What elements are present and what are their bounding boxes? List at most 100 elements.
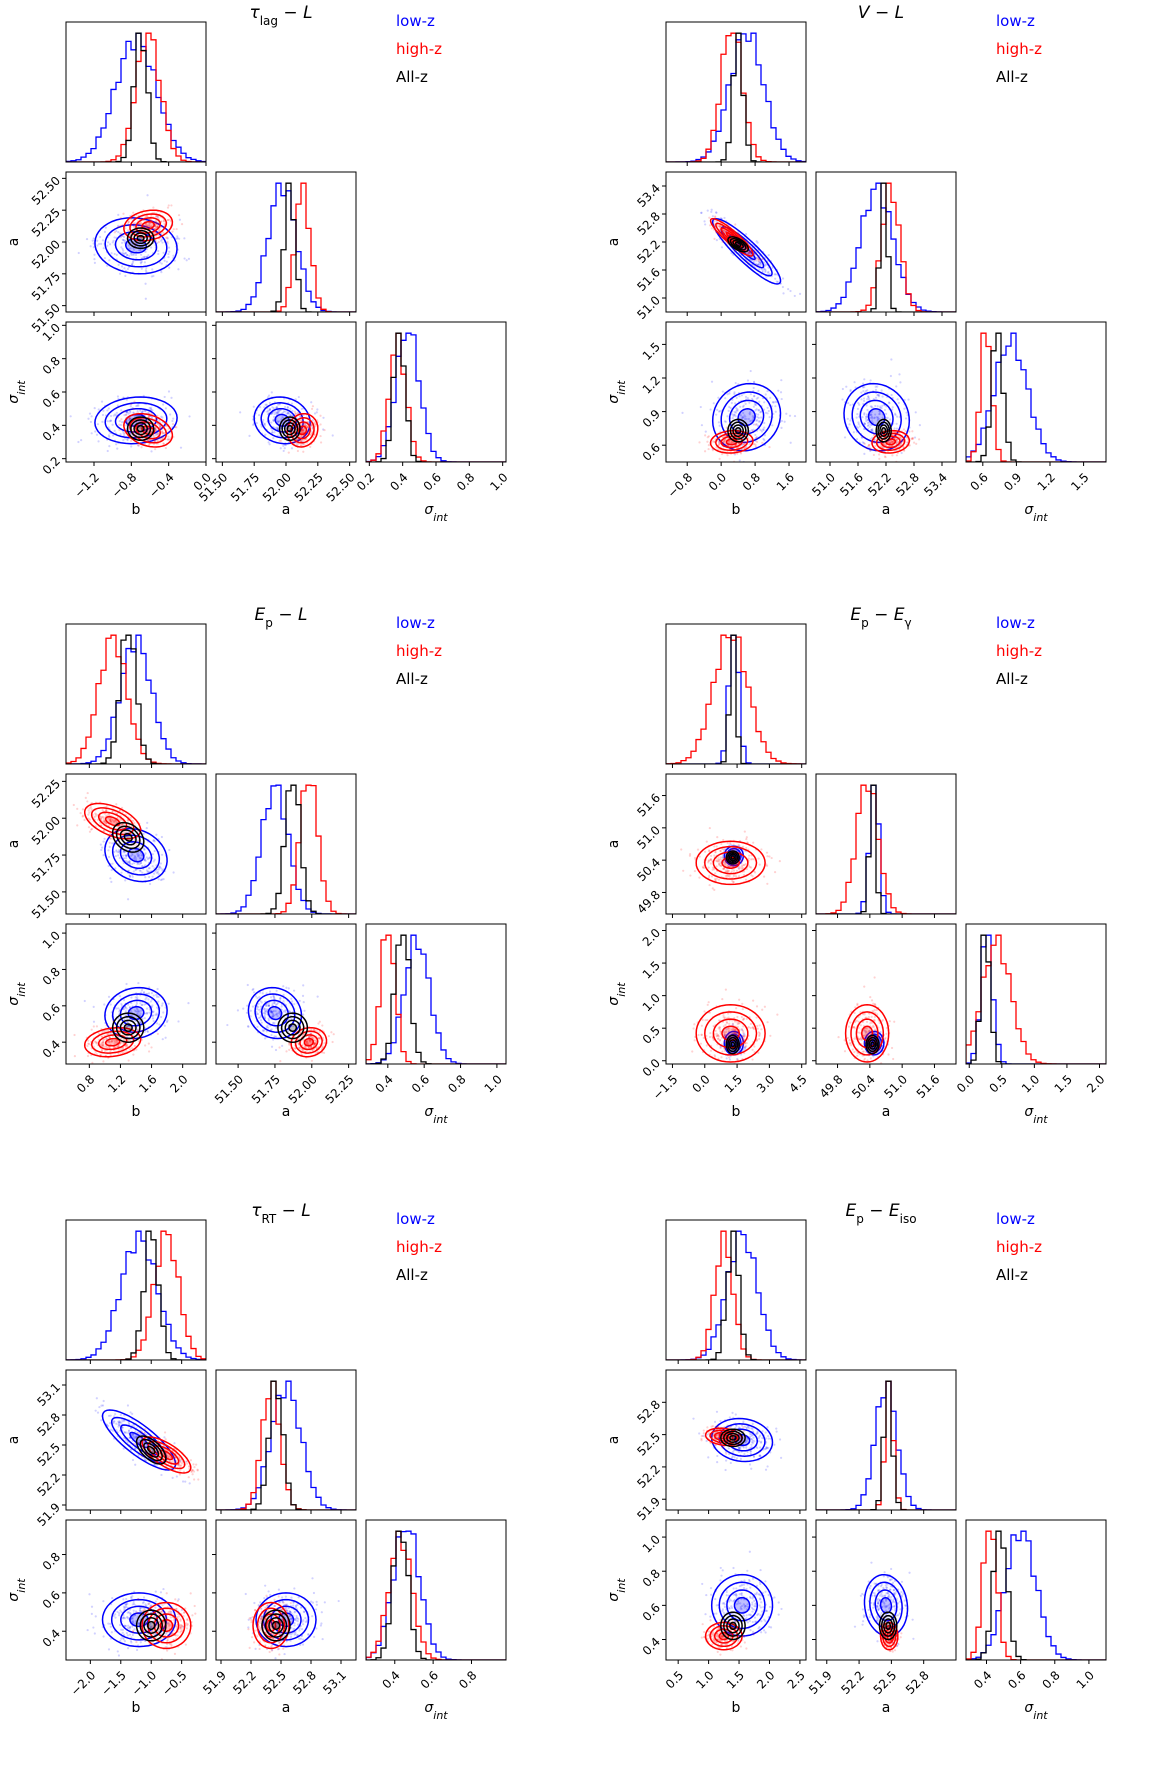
contour-low-z xyxy=(859,399,894,435)
x-tick-label: 1.0 xyxy=(487,470,510,493)
contour-low-z xyxy=(843,382,911,452)
x-tick-label: 51.50 xyxy=(212,1072,246,1106)
contour-low-z xyxy=(274,413,290,427)
contour-low-z xyxy=(253,396,311,445)
hist-step-high-z xyxy=(966,332,1106,462)
x-tick-label: 0.2 xyxy=(354,470,377,493)
contour-low-z xyxy=(111,993,161,1033)
x-tick-label: 0.4 xyxy=(387,470,410,493)
contour-all-z xyxy=(726,1432,740,1443)
x-tick-label: 0.6 xyxy=(409,1072,432,1095)
contour-all-z xyxy=(115,1015,141,1040)
hist-step-all-z xyxy=(216,784,356,914)
hist-step-low-z xyxy=(966,934,1106,1064)
contour-low-z xyxy=(863,1573,909,1637)
axes-frame xyxy=(815,1369,957,1511)
y-axis-label-1: a xyxy=(606,840,622,849)
y-tick-label: 0.2 xyxy=(40,454,63,477)
x-tick-label: 51.0 xyxy=(881,1072,910,1101)
contour-low-z xyxy=(710,1573,774,1637)
x-tick-label: 52.00 xyxy=(260,470,294,504)
y-tick-label: 51.75 xyxy=(29,269,63,303)
x-tick-label: 52.8 xyxy=(903,1668,932,1697)
scatter-b-vs-σ_int: −0.8 0.0 0.8 1.6 0.6 0.9 1.2 1.5 b σint xyxy=(606,321,807,518)
hist-step-low-z xyxy=(816,784,956,914)
x-tick-label: 51.75 xyxy=(228,470,262,504)
y-tick-label: 0.6 xyxy=(40,387,63,410)
x-tick-label: 49.8 xyxy=(817,1072,846,1101)
hist-step-low-z xyxy=(216,1380,356,1510)
y-tick-label: 52.25 xyxy=(29,777,63,811)
contour-low-z xyxy=(867,408,886,427)
x-tick-label: 50.4 xyxy=(849,1072,878,1101)
axes-frame xyxy=(815,923,957,1065)
y-tick-label: 52.8 xyxy=(634,1397,663,1426)
y-tick-label: 52.8 xyxy=(634,209,663,238)
axes-frame xyxy=(815,773,957,915)
x-axis-label-2: σint xyxy=(424,1700,448,1722)
hist-step-low-z xyxy=(366,1530,506,1660)
x-tick-label: 51.9 xyxy=(806,1668,835,1697)
y-tick-label: 52.00 xyxy=(29,813,63,847)
legend-low-z: low-z xyxy=(996,614,1035,632)
contour-high-z xyxy=(104,1037,121,1047)
y-tick-label: 0.6 xyxy=(40,1588,63,1611)
x-tick-label: 0.8 xyxy=(445,1072,468,1095)
x-tick-label: 1.6 xyxy=(774,470,797,493)
hist-step-all-z xyxy=(966,934,1106,1064)
contour-high-z xyxy=(129,213,168,238)
x-tick-label: 0.0 xyxy=(689,1072,712,1095)
contour-all-z xyxy=(726,1618,740,1634)
x-tick-label: 51.75 xyxy=(249,1072,283,1106)
x-tick-label: −0.5 xyxy=(159,1668,190,1699)
x-tick-label: 1.2 xyxy=(105,1072,128,1095)
y-axis-label-2: σint xyxy=(606,1578,628,1602)
scatter-b-vs-a: 51.051.652.252.853.4 a xyxy=(606,171,807,322)
legend-all-z: All-z xyxy=(996,1266,1028,1284)
x-tick-label: 52.2 xyxy=(838,1668,867,1697)
contour-all-z xyxy=(280,1015,305,1040)
y-tick-label: 1.2 xyxy=(640,373,663,396)
x-tick-label: 2.0 xyxy=(167,1072,190,1095)
y-axis-label-2: σint xyxy=(6,380,28,404)
contour-all-z xyxy=(734,427,742,435)
legend-low-z: low-z xyxy=(996,12,1035,30)
contour-low-z xyxy=(267,1005,283,1021)
x-tick-label: 0.8 xyxy=(74,1072,97,1095)
contour-all-z xyxy=(123,1023,133,1033)
axes-frame xyxy=(665,1369,807,1511)
y-tick-label: 1.0 xyxy=(640,991,663,1014)
contour-all-z xyxy=(146,1445,156,1455)
y-tick-label: 51.6 xyxy=(634,265,663,294)
contour-high-z xyxy=(129,417,168,444)
y-tick-label: 51.9 xyxy=(634,1494,663,1523)
contour-all-z xyxy=(119,829,137,846)
hist-step-high-z xyxy=(366,934,506,1064)
contour-low-z xyxy=(120,1605,159,1634)
contour-low-z xyxy=(728,399,765,435)
x-tick-label: 52.2 xyxy=(865,470,894,499)
y-tick-label: 0.4 xyxy=(40,1626,63,1649)
contour-all-z xyxy=(727,1036,739,1053)
contour-high-z xyxy=(875,432,906,451)
axes-frame xyxy=(65,1519,207,1661)
x-tick-label: 52.50 xyxy=(324,470,358,504)
y-tick-label: 0.5 xyxy=(640,1023,663,1046)
contour-all-z xyxy=(725,1034,740,1055)
contour-high-z xyxy=(141,220,155,231)
legend-low-z: low-z xyxy=(396,12,435,30)
y-tick-label: 53.4 xyxy=(634,181,663,210)
contour-low-z xyxy=(104,224,168,268)
contour-low-z xyxy=(726,1589,759,1622)
x-tick-label: 52.25 xyxy=(322,1072,356,1106)
hist-step-high-z xyxy=(366,1530,506,1660)
x-tick-label: 1.0 xyxy=(1074,1668,1097,1691)
contour-low-z xyxy=(718,1423,766,1457)
hist-step-low-z xyxy=(66,634,206,764)
x-tick-label: 52.00 xyxy=(286,1072,320,1106)
hist-σ_int: 0.4 0.6 0.8 1.0 σint xyxy=(965,1519,1107,1722)
hist-a xyxy=(815,171,957,316)
